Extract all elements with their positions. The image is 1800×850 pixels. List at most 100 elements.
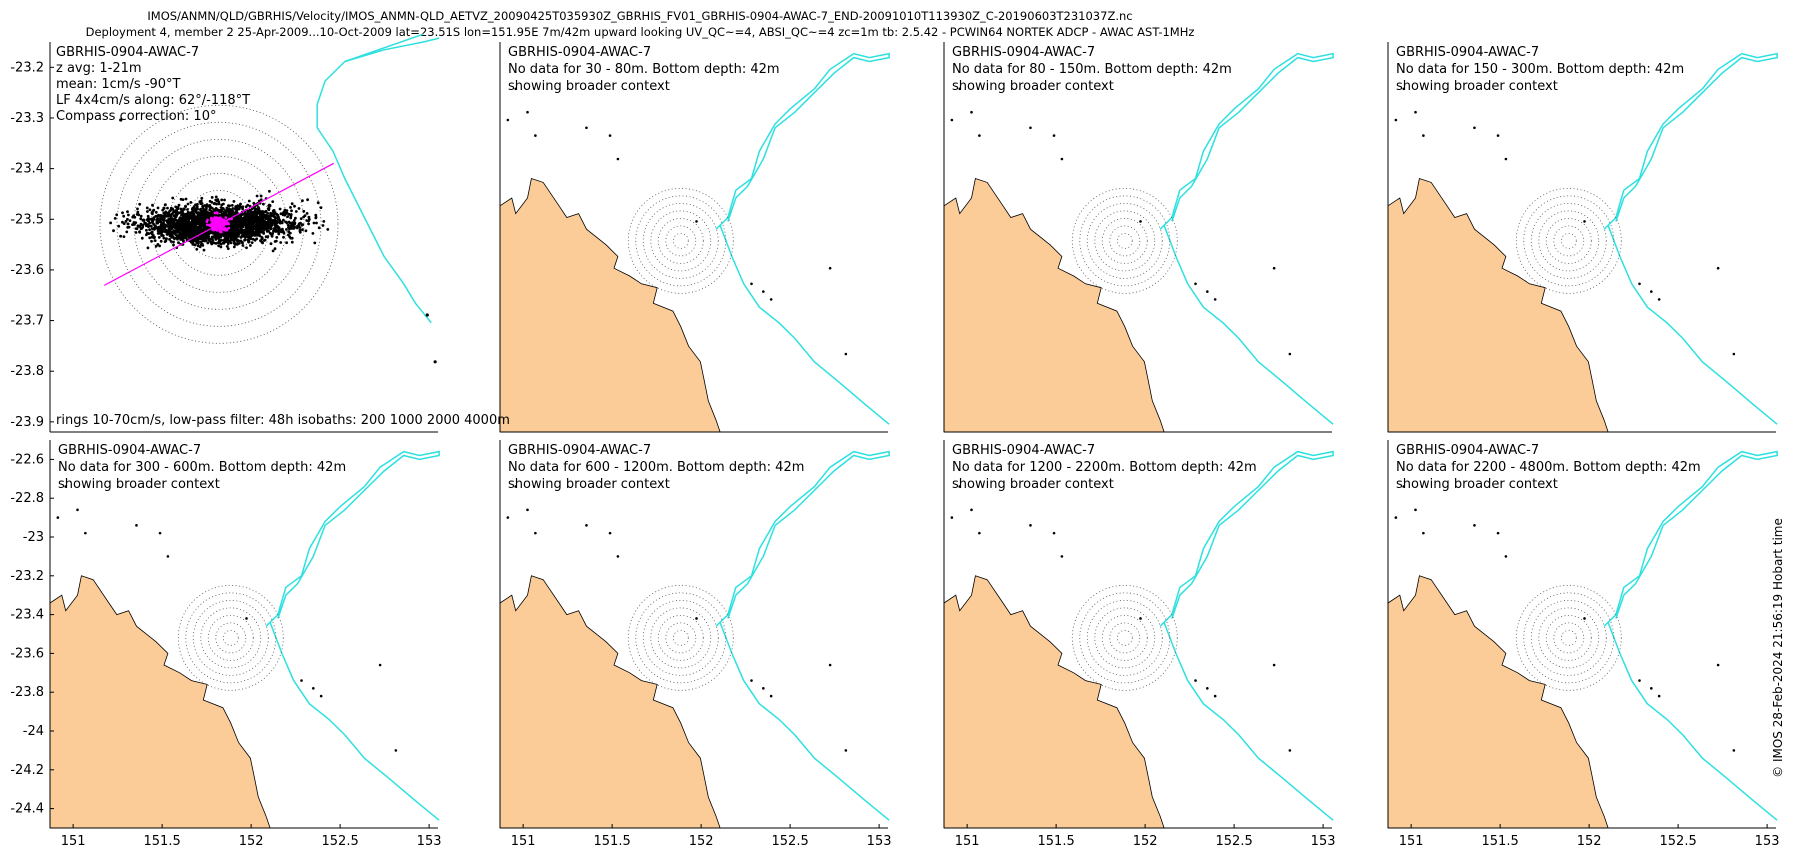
velocity-point [233,235,237,239]
panel-main-info-1: z avg: 1-21m [56,61,142,76]
velocity-point [172,210,176,214]
lowpass-scatter [205,211,233,234]
panel-context-5-island-1 [526,508,529,512]
panel-context-6-island-7 [1139,617,1142,620]
velocity-point [209,231,213,235]
velocity-point [119,234,122,238]
velocity-point [224,232,228,235]
velocity-point [178,231,182,235]
velocity-point [112,229,115,233]
panel-context-7-xtick-label-2: 152 [1577,834,1602,849]
velocity-point [252,201,256,205]
velocity-point [131,223,134,227]
velocity-point [290,240,294,244]
velocity-point [149,224,153,228]
velocity-point [184,236,187,240]
panel-context-4-ring-4 [200,607,262,669]
velocity-point [245,221,249,224]
panel-context-2-island-3 [950,118,954,122]
velocity-point [139,214,143,218]
velocity-point [292,219,296,222]
velocity-point [279,241,283,244]
velocity-point [216,208,219,212]
velocity-point [232,228,236,232]
velocity-point [272,209,276,212]
panel-context-7-message: No data for 2200 - 4800m. Bottom depth: … [1396,460,1701,475]
velocity-point [273,228,277,232]
panel-context-ytick-label-3: -23.2 [10,569,44,584]
velocity-point [156,217,160,221]
panel-context-1-island-11 [844,352,848,356]
velocity-point [189,201,193,204]
panel-context-4-ring-1 [222,629,239,646]
panel-context-6-xtick-label-4: 153 [1311,834,1336,849]
panel-context-2-ring-6 [1079,195,1171,287]
velocity-point [308,218,311,221]
velocity-point [282,235,285,239]
velocity-point [246,238,250,242]
velocity-point [270,218,274,222]
velocity-point [302,209,306,213]
velocity-point [278,207,282,211]
velocity-point [261,211,265,215]
panel-context-1-isobath-north [715,52,890,230]
velocity-point [228,204,232,208]
velocity-point [285,241,288,245]
panel-context-4-island-7 [245,617,248,620]
velocity-point [299,221,302,225]
panel-context-5-island-8 [750,679,753,682]
velocity-point [198,245,202,249]
velocity-point [165,237,168,241]
panel-context-1-island-7 [695,220,698,223]
panel-context-1-land [499,177,721,433]
velocity-point [262,232,266,235]
velocity-point [192,205,196,209]
velocity-point [195,226,199,230]
velocity-point [204,209,208,213]
panel-context-6-xtick-label-1: 151.5 [1038,834,1075,849]
lowpass-point [212,223,216,227]
panel-context-5-island-9 [762,687,765,690]
velocity-point [201,218,205,222]
panel-context-2-island-11 [1288,352,1292,356]
velocity-point [262,220,266,224]
velocity-point [183,224,186,228]
velocity-point [249,209,253,213]
velocity-point [254,227,257,231]
velocity-point [265,228,269,232]
velocity-point [234,205,238,208]
panel-context-6-island-8 [1194,679,1197,682]
velocity-point [208,212,211,216]
velocity-point [188,225,191,229]
panel-context-3-island-4 [1473,126,1476,130]
velocity-point [266,235,269,239]
lowpass-point [216,212,219,215]
velocity-point [220,198,224,202]
velocity-point [235,242,239,245]
panel-context-7-island-7 [1583,617,1586,620]
velocity-point [199,235,203,239]
velocity-point [117,224,121,228]
velocity-point [184,197,188,201]
velocity-point [208,204,212,207]
panel-context-6-island-10 [1213,694,1217,698]
panel-context-1 [499,42,890,433]
velocity-point [185,227,189,230]
panel-context-4-island-1 [76,508,79,512]
panel-context-4-isobath-north [265,450,440,627]
velocity-point [176,235,180,239]
velocity-point [261,241,264,245]
panel-context-4-isobath-south [269,622,440,821]
velocity-point [250,218,254,222]
velocity-point [236,231,240,235]
velocity-point [210,206,214,210]
panel-context-4-xtick-label-3: 152.5 [322,834,359,849]
panel-context-2-island-10 [1213,298,1217,301]
velocity-point [210,237,213,241]
velocity-point [210,196,214,199]
velocity-ring-40 [150,155,288,293]
velocity-point [170,219,174,222]
panel-context-6-ring-7 [1071,584,1178,691]
lowpass-point [224,216,228,219]
velocity-point [291,223,295,227]
